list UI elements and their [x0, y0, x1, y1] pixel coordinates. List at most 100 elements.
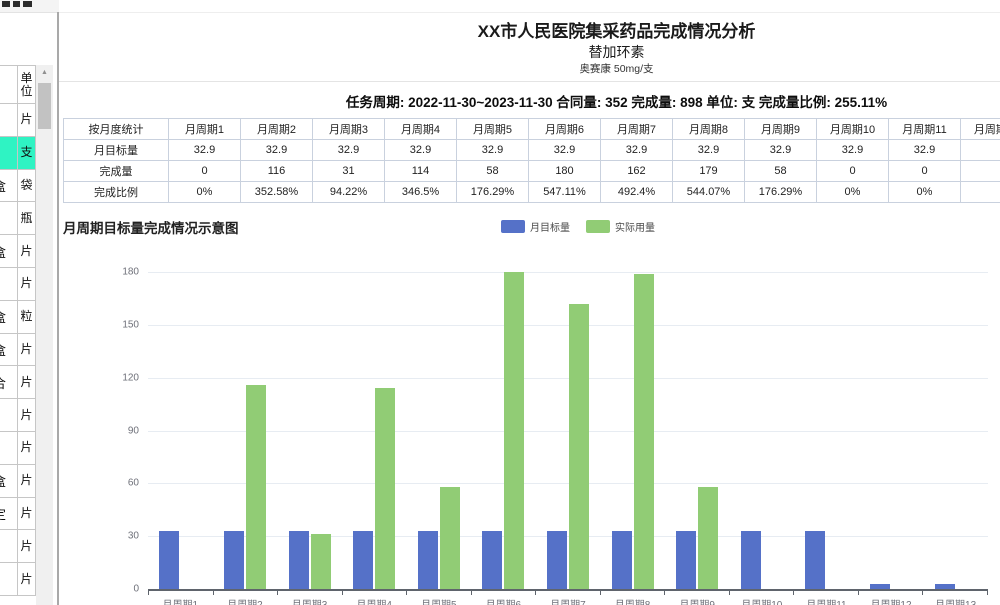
sheet-cell-partial[interactable]: [0, 563, 18, 595]
period-header-cell: 月周期2: [240, 118, 313, 140]
sheet-cell-partial[interactable]: 定: [0, 497, 18, 530]
sheet-cell-partial[interactable]: [0, 202, 18, 235]
value-cell: 114: [384, 160, 457, 182]
sheet-cell-unit[interactable]: 粒: [18, 300, 36, 333]
target-bar: [417, 531, 438, 589]
scroll-up-icon[interactable]: ▲: [41, 69, 48, 76]
sheet-cell-unit[interactable]: 片: [18, 563, 36, 595]
bar-group: [277, 272, 342, 589]
x-axis-tick-label: 月周期13: [923, 596, 988, 605]
y-gridline: [148, 483, 988, 485]
x-axis-tick-label: 月周期12: [859, 596, 924, 605]
sheet-cell-partial[interactable]: 盒: [0, 169, 18, 202]
sheet-cell-partial[interactable]: 盒: [0, 333, 18, 366]
sheet-cell-unit[interactable]: 片: [18, 104, 36, 136]
sheet-cell-unit[interactable]: 袋: [18, 169, 36, 202]
sheet-cell-partial[interactable]: [0, 66, 18, 103]
sheet-cell-partial[interactable]: [0, 530, 18, 563]
value-cell: 176.29%: [456, 181, 529, 203]
bar-group: [213, 272, 278, 589]
clipped-toolbar-glyphs: [2, 1, 10, 7]
y-axis-tick-label: 60: [127, 477, 139, 489]
sheet-row: 片: [0, 563, 36, 596]
y-axis-tick-label: 30: [127, 530, 139, 542]
value-cell: 162: [600, 160, 673, 182]
sheet-cell-unit[interactable]: 片: [18, 267, 36, 300]
target-bar: [482, 531, 503, 589]
bar-group: [665, 272, 730, 589]
y-axis-tick-label: 120: [122, 372, 139, 384]
x-tick: [148, 591, 214, 595]
x-tick: [794, 591, 859, 595]
sheet-cell-partial[interactable]: [0, 431, 18, 464]
sheet-cell-partial[interactable]: 盒: [0, 235, 18, 267]
sheet-cell-unit[interactable]: 片: [18, 366, 36, 399]
sheet-unit-header-cell[interactable]: 单位: [18, 66, 36, 103]
task-summary-line: 任务周期: 2022-11-30~2023-11-30 合同量: 352 完成量…: [345, 95, 888, 110]
sheet-cell-unit[interactable]: 片: [18, 464, 36, 497]
legend-item[interactable]: 月目标量: [501, 219, 570, 234]
period-header-cell: 月周期4: [384, 118, 457, 140]
sheet-cell-unit[interactable]: 片: [18, 235, 36, 267]
legend-swatch: [586, 220, 610, 233]
value-cell: 352.58%: [240, 181, 313, 203]
sheet-cell-unit[interactable]: 瓶: [18, 202, 36, 235]
actual-bar: [504, 272, 525, 589]
legend-item[interactable]: 实际用量: [586, 219, 655, 234]
value-cell: 346.5%: [384, 181, 457, 203]
target-bar: [740, 531, 761, 589]
value-cell: 0%: [888, 181, 961, 203]
sheet-cell-partial[interactable]: 盒: [0, 300, 18, 333]
value-cell: 32.9: [384, 139, 457, 161]
sheet-row: 片: [0, 399, 36, 432]
sheet-cell-unit[interactable]: 片: [18, 431, 36, 464]
sheet-cell-unit[interactable]: 片: [18, 530, 36, 563]
sidebar-scrollbar[interactable]: ▲: [36, 65, 53, 605]
clipped-toolbar-glyphs: [23, 1, 32, 7]
x-axis-tick-label: 月周期2: [213, 596, 278, 605]
value-cell: 547.11%: [528, 181, 601, 203]
x-axis-tick-label: 月周期10: [729, 596, 794, 605]
x-tick: [343, 591, 408, 595]
sheet-cell-partial[interactable]: [0, 267, 18, 300]
period-header-cell: 月周期7: [600, 118, 673, 140]
value-cell: 0%: [168, 181, 241, 203]
legend-label: 月目标量: [530, 223, 570, 234]
target-bar: [870, 583, 890, 589]
value-cell: 32.9: [528, 139, 601, 161]
period-header-cell: 月周期6: [528, 118, 601, 140]
period-header-cell: 月周期10: [816, 118, 889, 140]
sheet-cell-partial[interactable]: 合: [0, 366, 18, 399]
sheet-cell-unit[interactable]: 片: [18, 399, 36, 431]
row-label-cell: 月目标量: [63, 139, 169, 161]
sheet-cell-unit[interactable]: 支: [18, 136, 36, 169]
value-cell: 32.9: [672, 139, 745, 161]
sheet-row: 支: [0, 136, 36, 170]
period-header-cell: 月周期5: [456, 118, 529, 140]
sheet-cell-unit[interactable]: 片: [18, 497, 36, 530]
sheet-cell-partial[interactable]: 盒: [0, 464, 18, 497]
value-cell: 32.9: [888, 139, 961, 161]
sheet-row: 合片: [0, 366, 36, 400]
target-bar: [159, 531, 180, 589]
x-tick: [472, 591, 537, 595]
scrollbar-thumb[interactable]: [38, 83, 51, 129]
value-cell: [960, 160, 1000, 182]
x-axis-tick-label: 月周期9: [665, 596, 730, 605]
sheet-cell-partial[interactable]: [0, 104, 18, 136]
sheet-cell-unit[interactable]: 片: [18, 333, 36, 366]
sheet-cell-partial[interactable]: [0, 399, 18, 431]
sidebar-topbar: [0, 0, 62, 13]
report-title: XX市人民医院集采药品完成情况分析: [477, 22, 756, 41]
pane-divider[interactable]: [57, 12, 59, 605]
bar-group: [794, 272, 859, 589]
sheet-cell-partial[interactable]: [0, 136, 18, 169]
actual-bar: [568, 303, 589, 589]
x-tick: [923, 591, 988, 595]
value-cell: 0: [888, 160, 961, 182]
target-bar: [288, 531, 309, 589]
x-tick: [859, 591, 924, 595]
x-axis-tick-label: 月周期11: [794, 596, 859, 605]
value-cell: 0: [168, 160, 241, 182]
